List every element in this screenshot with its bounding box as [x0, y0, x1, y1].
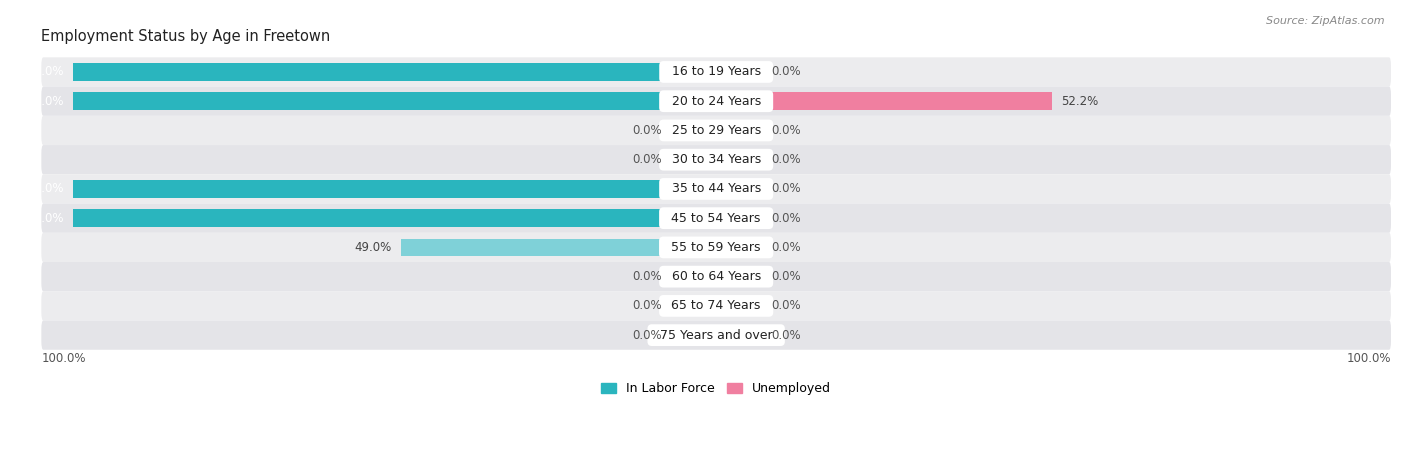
Bar — [716, 122, 761, 139]
Text: 20 to 24 Years: 20 to 24 Years — [664, 95, 769, 108]
Bar — [671, 268, 716, 285]
FancyBboxPatch shape — [41, 262, 1391, 291]
Text: 0.0%: 0.0% — [631, 270, 662, 283]
Text: 30 to 34 Years: 30 to 34 Years — [664, 153, 769, 166]
Text: 0.0%: 0.0% — [631, 299, 662, 313]
Text: Employment Status by Age in Freetown: Employment Status by Age in Freetown — [41, 28, 330, 44]
Bar — [73, 180, 716, 198]
Text: 0.0%: 0.0% — [770, 65, 800, 78]
Bar — [73, 92, 716, 110]
Text: 0.0%: 0.0% — [770, 124, 800, 137]
Text: 0.0%: 0.0% — [631, 329, 662, 342]
Text: 0.0%: 0.0% — [770, 241, 800, 254]
Bar — [401, 239, 716, 256]
Text: 0.0%: 0.0% — [770, 299, 800, 313]
Text: 100.0%: 100.0% — [20, 182, 63, 195]
Text: 52.2%: 52.2% — [1062, 95, 1098, 108]
Text: 0.0%: 0.0% — [770, 212, 800, 225]
Bar — [671, 327, 716, 344]
Bar — [716, 297, 761, 315]
Bar — [671, 122, 716, 139]
Text: 100.0%: 100.0% — [41, 352, 86, 365]
Bar — [671, 297, 716, 315]
Text: 0.0%: 0.0% — [770, 329, 800, 342]
Text: 0.0%: 0.0% — [770, 270, 800, 283]
Text: 75 Years and over: 75 Years and over — [652, 329, 780, 342]
FancyBboxPatch shape — [41, 203, 1391, 233]
Bar — [73, 209, 716, 227]
Bar — [716, 239, 761, 256]
FancyBboxPatch shape — [41, 145, 1391, 174]
Text: 45 to 54 Years: 45 to 54 Years — [664, 212, 769, 225]
Text: 0.0%: 0.0% — [770, 182, 800, 195]
Bar — [671, 151, 716, 169]
Text: 35 to 44 Years: 35 to 44 Years — [664, 182, 769, 195]
Text: 0.0%: 0.0% — [631, 124, 662, 137]
Text: Source: ZipAtlas.com: Source: ZipAtlas.com — [1267, 16, 1385, 26]
FancyBboxPatch shape — [41, 291, 1391, 321]
FancyBboxPatch shape — [41, 321, 1391, 350]
Text: 100.0%: 100.0% — [20, 65, 63, 78]
Bar — [716, 151, 761, 169]
Bar — [73, 63, 716, 81]
Text: 55 to 59 Years: 55 to 59 Years — [664, 241, 769, 254]
Text: 100.0%: 100.0% — [1347, 352, 1391, 365]
Text: 0.0%: 0.0% — [631, 153, 662, 166]
FancyBboxPatch shape — [41, 174, 1391, 203]
Text: 25 to 29 Years: 25 to 29 Years — [664, 124, 769, 137]
Bar — [716, 92, 1052, 110]
Text: 60 to 64 Years: 60 to 64 Years — [664, 270, 769, 283]
FancyBboxPatch shape — [41, 116, 1391, 145]
Bar — [716, 63, 761, 81]
Bar — [716, 268, 761, 285]
Bar — [716, 327, 761, 344]
Bar — [716, 180, 761, 198]
Text: 16 to 19 Years: 16 to 19 Years — [664, 65, 769, 78]
Text: 100.0%: 100.0% — [20, 212, 63, 225]
Text: 65 to 74 Years: 65 to 74 Years — [664, 299, 769, 313]
Text: 100.0%: 100.0% — [20, 95, 63, 108]
FancyBboxPatch shape — [41, 57, 1391, 87]
Legend: In Labor Force, Unemployed: In Labor Force, Unemployed — [596, 377, 837, 400]
Text: 49.0%: 49.0% — [354, 241, 392, 254]
Text: 0.0%: 0.0% — [770, 153, 800, 166]
FancyBboxPatch shape — [41, 233, 1391, 262]
Bar — [716, 209, 761, 227]
FancyBboxPatch shape — [41, 87, 1391, 116]
